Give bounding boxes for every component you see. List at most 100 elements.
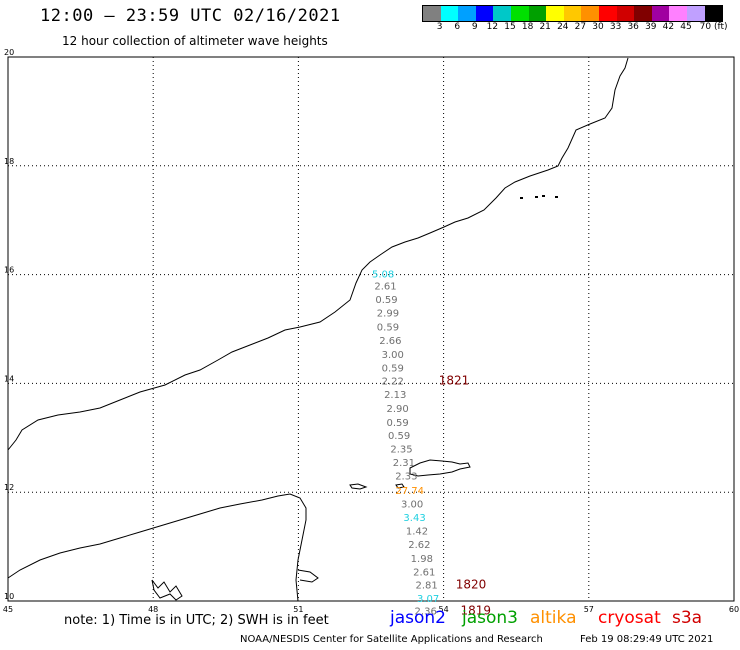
wave-height-label: 0.59: [377, 323, 399, 334]
wave-height-label: 0.59: [386, 418, 408, 429]
colorbar-label: 30: [592, 22, 604, 32]
coastline-path: [395, 483, 405, 489]
wave-height-label: 3.07: [417, 594, 439, 605]
lat-tick-label: 14: [4, 374, 14, 383]
wave-height-label: 3.00: [382, 350, 404, 361]
colorbar-labels: 3 6 9 12 15 18 21 24 27 30 33 36 39 42 45 70 (ft): [422, 22, 740, 34]
wave-height-label: 2.35: [390, 444, 412, 455]
wave-height-label: 3.43: [403, 513, 425, 524]
satellite-legend-jason2: jason2: [390, 608, 446, 628]
wave-height-label: 2.33: [395, 472, 417, 483]
lon-tick-label: 60: [729, 605, 739, 614]
page-subtitle: 12 hour collection of altimeter wave hei…: [62, 34, 328, 48]
lon-tick-label: 45: [3, 605, 13, 614]
colorbar-label: 39: [645, 22, 657, 32]
island-marker: [535, 196, 538, 198]
credit-line: NOAA/NESDIS Center for Satellite Applica…: [240, 634, 543, 645]
colorbar-label: 45: [680, 22, 692, 32]
colorbar-label: 36: [627, 22, 639, 32]
wave-height-label: 2.22: [382, 376, 404, 387]
coastline: [7, 57, 629, 602]
wave-height-label: 1.42: [406, 527, 428, 538]
wave-height-label: 1.98: [411, 554, 433, 565]
colorbar-label: 33: [609, 22, 622, 32]
wave-height-label: 2.66: [379, 336, 401, 347]
pass-time-label: 1819: [461, 604, 492, 618]
colorbar-swatch: [440, 6, 459, 21]
wave-height-label: 0.59: [375, 295, 397, 306]
colorbar: [422, 5, 724, 22]
colorbar-swatch: [669, 6, 687, 21]
colorbar-label: 27: [574, 22, 587, 32]
colorbar-swatch: [686, 6, 705, 21]
island-marker: [555, 196, 558, 198]
wave-height-label: 2.31: [393, 458, 415, 469]
colorbar-swatch: [475, 6, 494, 21]
colorbar-swatch: [634, 6, 652, 21]
satellite-legend-altika: altika: [530, 608, 577, 628]
map-grid: [8, 57, 734, 601]
colorbar-label: 18: [521, 22, 534, 32]
wave-height-label: 2.36: [415, 607, 437, 618]
wave-height-label: 2.62: [408, 540, 430, 551]
island-marker: [520, 197, 523, 199]
lat-tick-label: 18: [4, 157, 14, 166]
wave-height-label: 2.61: [374, 281, 396, 292]
colorbar-label: 6: [454, 22, 461, 32]
island-marker: [542, 195, 545, 197]
colorbar-swatch: [423, 6, 441, 21]
colorbar-swatch: [458, 6, 476, 21]
coastline-path: [409, 459, 471, 477]
satellite-legend-s3a: s3a: [672, 608, 703, 628]
wave-height-label: 0.59: [388, 431, 410, 442]
colorbar-swatch: [563, 6, 582, 21]
satellite-legend-jason3: jason3: [462, 608, 518, 628]
footer-note: note: 1) Time is in UTC; 2) SWH is in fe…: [64, 613, 329, 628]
timestamp: Feb 19 08:29:49 UTC 2021: [580, 634, 714, 645]
lat-tick-label: 10: [4, 592, 14, 601]
lon-tick-label: 57: [584, 605, 594, 614]
wave-height-label: 0.59: [382, 363, 404, 374]
satellite-legend-cryosat: cryosat: [598, 608, 661, 628]
colorbar-label: 42: [662, 22, 675, 32]
coastline-path: [7, 57, 629, 451]
wave-height-label: 3.00: [401, 499, 423, 510]
colorbar-swatch: [581, 6, 599, 21]
colorbar-label: 15: [504, 22, 516, 32]
coastline-path: [7, 493, 307, 602]
wave-height-label: 2.61: [413, 567, 435, 578]
pass-time-label: 1820: [456, 577, 487, 591]
colorbar-swatch: [651, 6, 670, 21]
page-title: 12:00 – 23:59 UTC 02/16/2021: [40, 6, 341, 26]
colorbar-label: 12: [486, 22, 499, 32]
lat-tick-label: 20: [4, 48, 14, 57]
colorbar-label: 21: [539, 22, 551, 32]
lon-tick-label: 48: [148, 605, 158, 614]
colorbar-swatch: [546, 6, 564, 21]
wave-height-label: 2.90: [386, 404, 408, 415]
coastline-path: [297, 569, 319, 583]
colorbar-label: 24: [557, 22, 569, 32]
wave-height-label: 5.08: [372, 269, 394, 280]
lon-tick-label: 51: [293, 605, 303, 614]
wave-height-label: 2.81: [416, 580, 438, 591]
lat-tick-label: 16: [4, 266, 14, 275]
colorbar-swatch: [704, 6, 723, 21]
wave-height-label: 27.74: [395, 486, 424, 497]
coastline-path: [151, 579, 183, 601]
colorbar-swatch: [598, 6, 617, 21]
lon-tick-label: 54: [439, 605, 449, 614]
lat-tick-label: 12: [4, 483, 14, 492]
wave-height-label: 2.99: [377, 308, 399, 319]
colorbar-swatch: [493, 6, 511, 21]
wave-height-label: 2.13: [384, 390, 406, 401]
colorbar-swatch: [510, 6, 529, 21]
colorbar-label: 3: [436, 22, 443, 32]
map-frame: [7, 56, 735, 602]
colorbar-label: 9: [471, 22, 478, 32]
coastline-path: [349, 483, 368, 490]
satellite-track: 5.082.610.592.990.592.663.000.592.222.13…: [372, 269, 491, 617]
